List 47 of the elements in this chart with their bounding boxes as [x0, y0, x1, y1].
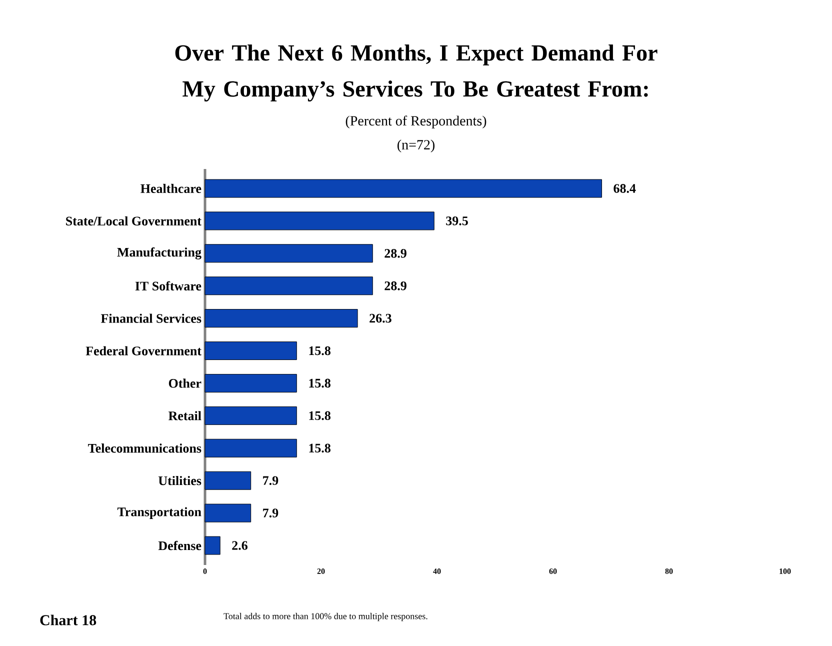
bar — [204, 406, 297, 425]
y-tick-label: State/Local Government — [66, 216, 202, 226]
y-tick-label: Transportation — [117, 507, 202, 519]
y-tick-label: Healthcare — [140, 184, 202, 194]
text: (n=72) — [398, 140, 434, 152]
y-tick-label: Financial Services — [100, 314, 202, 323]
bar — [204, 504, 252, 522]
x-tick-label: 20 — [317, 568, 325, 574]
data-label: 15.8 — [309, 346, 330, 356]
bar — [204, 438, 297, 458]
bar — [204, 212, 434, 230]
bar — [204, 374, 297, 392]
data-label: 28.9 — [384, 248, 406, 258]
y-tick-label: Retail — [168, 411, 202, 420]
x-tick-label: 80 — [665, 568, 673, 574]
x-tick-label: 0 — [203, 568, 207, 574]
bar — [204, 179, 602, 198]
bar — [204, 309, 358, 328]
data-label: 7.9 — [263, 508, 278, 518]
chart-subtitle: (Percent of Respondents) — [346, 116, 486, 128]
y-tick-label: Manufacturing — [117, 247, 202, 260]
data-label: 7.9 — [263, 476, 278, 485]
data-label: 68.4 — [614, 184, 636, 193]
data-label: 15.8 — [309, 378, 330, 388]
y-tick-label: Telecommunications — [88, 444, 202, 453]
data-label: 28.9 — [384, 281, 406, 290]
data-label: 26.3 — [370, 314, 392, 323]
data-label: 39.5 — [446, 216, 468, 226]
x-tick-label: 40 — [433, 568, 441, 574]
bar — [204, 471, 252, 490]
x-tick-label: 100 — [780, 568, 791, 574]
bar — [204, 276, 373, 296]
y-tick-label: IT Software — [135, 281, 202, 290]
bar — [204, 536, 220, 555]
y-tick-label: Utilities — [158, 476, 202, 486]
y-tick-label: Defense — [158, 540, 202, 550]
bar — [204, 342, 297, 360]
caption: Chart 18 — [40, 614, 96, 626]
bar — [204, 244, 373, 263]
data-label: 2.6 — [232, 541, 248, 550]
chart-title: Over The Next 6 Months, I Expect Demand For My Company’s Services To Be Greatest From: — [175, 44, 658, 102]
y-tick-label: Federal Government — [86, 346, 202, 356]
data-label: 15.8 — [309, 411, 330, 420]
x-tick-label: 60 — [549, 568, 557, 574]
data-label: 15.8 — [309, 444, 330, 453]
y-tick-label: Other — [168, 378, 202, 388]
text: Total adds to more than 100% due to multiple responses. — [224, 612, 428, 622]
